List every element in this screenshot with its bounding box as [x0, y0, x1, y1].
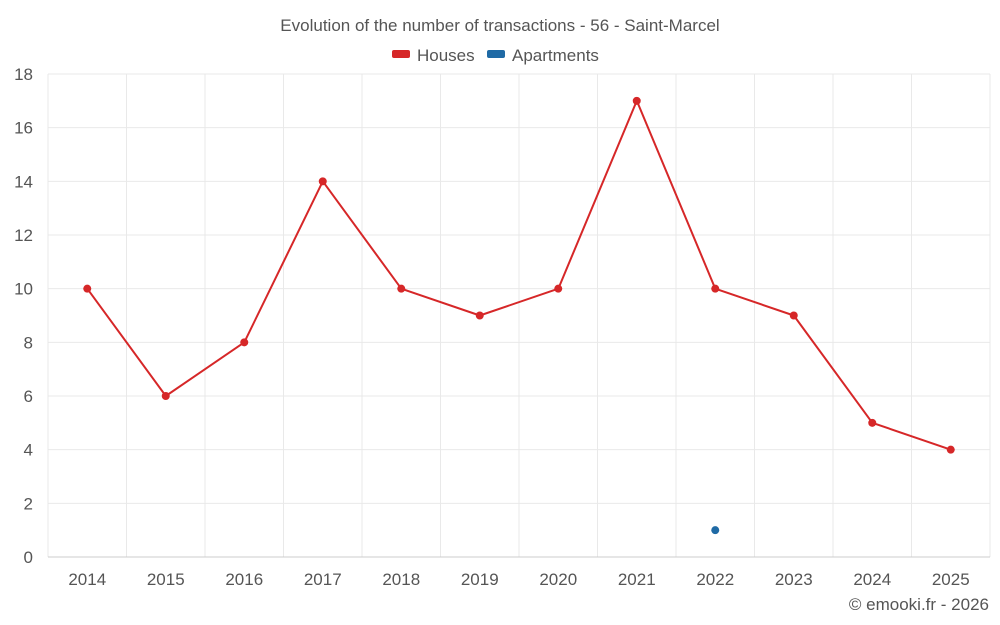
x-tick-label: 2022	[696, 570, 734, 589]
data-point-houses[interactable]	[397, 284, 406, 293]
y-tick-label: 16	[14, 119, 33, 138]
legend-swatch-houses	[392, 50, 410, 58]
x-tick-label: 2024	[853, 570, 891, 589]
y-tick-label: 18	[14, 65, 33, 84]
axes: 0 2 4 6 8 10 12 14 16 18 2014 2015 2016 2017 2018 2019 2…	[14, 65, 990, 589]
y-tick-label: 4	[24, 441, 33, 460]
data-point-houses[interactable]	[946, 445, 955, 454]
x-tick-label: 2017	[304, 570, 342, 589]
legend-label-apartments[interactable]: Apartments	[512, 46, 599, 65]
x-tick-label: 2016	[225, 570, 263, 589]
legend: Houses Apartments	[392, 46, 599, 65]
data-point-houses[interactable]	[240, 338, 249, 347]
chart-title: Evolution of the number of transactions …	[280, 16, 719, 35]
y-tick-label: 14	[14, 172, 33, 191]
x-tick-label: 2020	[539, 570, 577, 589]
y-tick-label: 10	[14, 280, 33, 299]
y-tick-label: 0	[24, 548, 33, 567]
data-point-houses[interactable]	[475, 311, 484, 320]
x-tick-label: 2023	[775, 570, 813, 589]
legend-swatch-apartments	[487, 50, 505, 58]
y-tick-label: 2	[24, 494, 33, 513]
data-point-houses[interactable]	[868, 418, 877, 427]
y-tick-label: 6	[24, 387, 33, 406]
x-tick-label: 2021	[618, 570, 656, 589]
x-tick-label: 2018	[382, 570, 420, 589]
credit-text: © emooki.fr - 2026	[849, 595, 989, 614]
x-tick-label: 2014	[68, 570, 106, 589]
x-tick-label: 2015	[147, 570, 185, 589]
data-point-houses[interactable]	[161, 392, 170, 400]
data-point-houses[interactable]	[711, 284, 720, 293]
y-tick-label: 8	[24, 333, 33, 352]
plot-area	[83, 96, 955, 535]
x-tick-label: 2025	[932, 570, 970, 589]
data-point-houses[interactable]	[789, 311, 798, 320]
series-line-houses	[86, 99, 952, 451]
x-tick-label: 2019	[461, 570, 499, 589]
data-point-houses[interactable]	[83, 284, 92, 293]
data-point-houses[interactable]	[318, 177, 327, 186]
data-point-houses[interactable]	[554, 284, 563, 293]
data-point-houses[interactable]	[632, 96, 641, 105]
data-point-apartments[interactable]	[711, 526, 720, 535]
y-tick-label: 12	[14, 226, 33, 245]
legend-label-houses[interactable]: Houses	[417, 46, 475, 65]
grid	[47, 73, 991, 557]
